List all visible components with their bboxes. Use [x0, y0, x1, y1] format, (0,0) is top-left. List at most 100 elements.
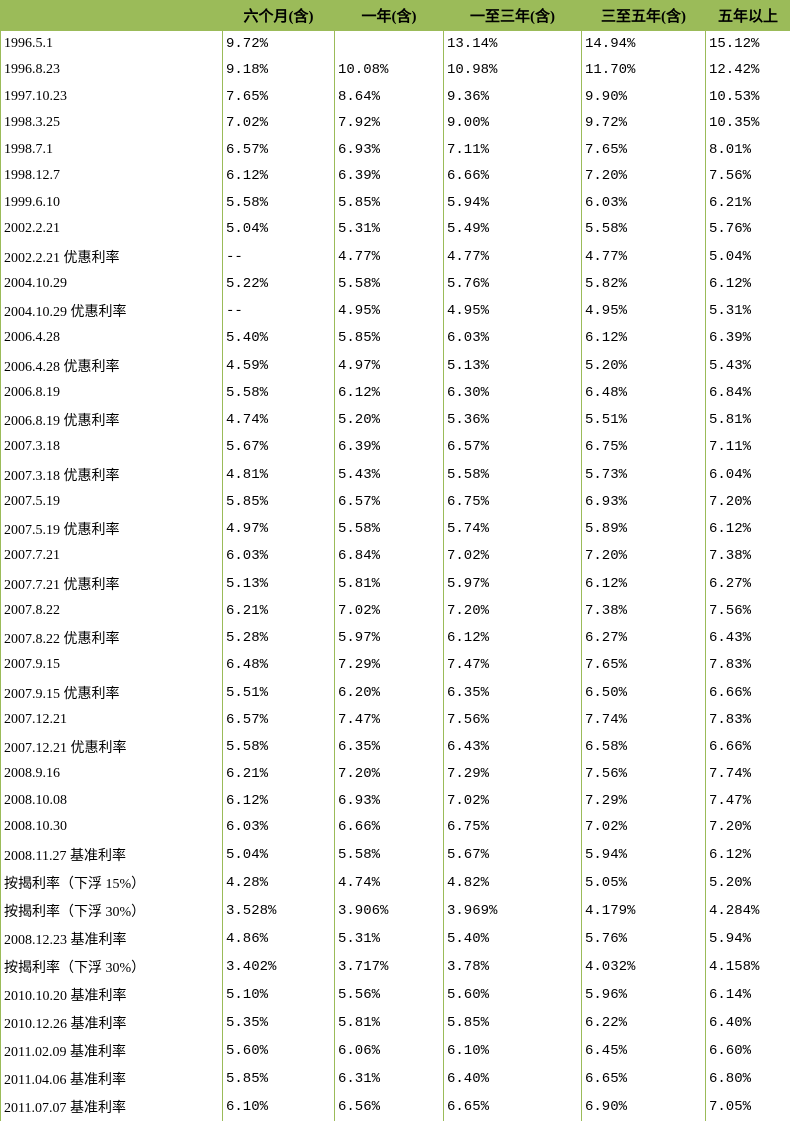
row-label: 2007.7.21 — [1, 543, 223, 570]
rate-cell: 6.48% — [582, 380, 706, 407]
rate-cell: 3.402% — [223, 953, 335, 981]
table-row: 2007.8.22 优惠利率5.28%5.97%6.12%6.27%6.43% — [1, 624, 790, 652]
rate-cell: 6.57% — [335, 489, 444, 516]
table-row: 2007.9.15 优惠利率5.51%6.20%6.35%6.50%6.66% — [1, 679, 790, 707]
rate-cell: 4.284% — [706, 897, 790, 925]
rate-cell: 5.85% — [335, 325, 444, 352]
rate-cell: 5.67% — [444, 841, 582, 869]
rate-cell: 4.74% — [223, 406, 335, 434]
table-row: 2007.3.185.67%6.39%6.57%6.75%7.11% — [1, 434, 790, 461]
table-row: 1996.5.19.72%13.14%14.94%15.12% — [1, 31, 790, 58]
rate-cell: 9.90% — [582, 84, 706, 111]
rate-cell: 5.89% — [582, 515, 706, 543]
table-row: 2011.07.07 基准利率6.10%6.56%6.65%6.90%7.05% — [1, 1093, 790, 1121]
rate-cell: 6.12% — [335, 380, 444, 407]
row-label: 按揭利率（下浮 30%） — [1, 897, 223, 925]
rate-cell: 9.72% — [582, 110, 706, 137]
rate-cell: 6.93% — [582, 489, 706, 516]
rate-cell: 5.56% — [335, 981, 444, 1009]
rate-cell: 5.28% — [223, 624, 335, 652]
rate-cell: 6.27% — [706, 570, 790, 598]
rate-cell: 9.72% — [223, 31, 335, 58]
row-label: 2011.07.07 基准利率 — [1, 1093, 223, 1121]
table-row: 2006.8.195.58%6.12%6.30%6.48%6.84% — [1, 380, 790, 407]
rate-cell: 9.18% — [223, 57, 335, 84]
rate-cell: 6.65% — [582, 1065, 706, 1093]
row-label: 2007.12.21 优惠利率 — [1, 733, 223, 761]
col-header-4: 三至五年(含) — [582, 1, 706, 31]
rate-cell: 5.76% — [582, 925, 706, 953]
table-row: 2007.8.226.21%7.02%7.20%7.38%7.56% — [1, 598, 790, 625]
interest-rate-table: 六个月(含)一年(含)一至三年(含)三至五年(含)五年以上 1996.5.19.… — [0, 0, 790, 1121]
rate-cell: 7.29% — [582, 788, 706, 815]
rate-cell: 6.60% — [706, 1037, 790, 1065]
row-label: 2006.8.19 — [1, 380, 223, 407]
row-label: 2007.7.21 优惠利率 — [1, 570, 223, 598]
rate-cell: 5.04% — [223, 841, 335, 869]
rate-cell: 4.74% — [335, 869, 444, 897]
rate-cell: 7.65% — [582, 652, 706, 679]
rate-cell: 6.84% — [335, 543, 444, 570]
table-row: 2011.02.09 基准利率5.60%6.06%6.10%6.45%6.60% — [1, 1037, 790, 1065]
rate-cell: 7.38% — [706, 543, 790, 570]
rate-cell: 5.85% — [335, 190, 444, 217]
rate-cell: 6.12% — [706, 841, 790, 869]
rate-cell: 7.20% — [444, 598, 582, 625]
rate-cell: 5.58% — [223, 733, 335, 761]
rate-cell: 6.21% — [706, 190, 790, 217]
row-label: 2006.4.28 优惠利率 — [1, 352, 223, 380]
rate-cell: 5.20% — [706, 869, 790, 897]
rate-cell: 8.64% — [335, 84, 444, 111]
table-row: 2007.12.21 优惠利率5.58%6.35%6.43%6.58%6.66% — [1, 733, 790, 761]
rate-cell: 5.31% — [335, 925, 444, 953]
rate-cell: 7.56% — [444, 707, 582, 734]
rate-cell: 7.38% — [582, 598, 706, 625]
rate-cell: 6.21% — [223, 598, 335, 625]
rate-cell: 5.94% — [706, 925, 790, 953]
rate-cell: 6.14% — [706, 981, 790, 1009]
col-header-3: 一至三年(含) — [444, 1, 582, 31]
rate-cell: 7.20% — [706, 814, 790, 841]
row-label: 2007.9.15 优惠利率 — [1, 679, 223, 707]
rate-cell: 9.36% — [444, 84, 582, 111]
rate-cell: 7.29% — [444, 761, 582, 788]
rate-cell: 7.05% — [706, 1093, 790, 1121]
rate-cell: 6.57% — [223, 707, 335, 734]
table-body: 1996.5.19.72%13.14%14.94%15.12%1996.8.23… — [1, 31, 790, 1121]
row-label: 2010.10.20 基准利率 — [1, 981, 223, 1009]
table-row: 2011.04.06 基准利率5.85%6.31%6.40%6.65%6.80% — [1, 1065, 790, 1093]
rate-cell: 6.03% — [223, 543, 335, 570]
rate-cell: 3.78% — [444, 953, 582, 981]
rate-cell: 5.76% — [444, 271, 582, 298]
row-label: 2007.5.19 优惠利率 — [1, 515, 223, 543]
rate-cell: 6.22% — [582, 1009, 706, 1037]
rate-cell: 6.65% — [444, 1093, 582, 1121]
rate-cell: 7.29% — [335, 652, 444, 679]
rate-cell: 7.47% — [444, 652, 582, 679]
rate-cell: 6.66% — [335, 814, 444, 841]
rate-cell: 6.39% — [335, 163, 444, 190]
table-header: 六个月(含)一年(含)一至三年(含)三至五年(含)五年以上 — [1, 1, 790, 31]
rate-cell: 6.12% — [582, 325, 706, 352]
rate-cell: 6.21% — [223, 761, 335, 788]
rate-cell: 6.93% — [335, 788, 444, 815]
rate-cell: 7.02% — [444, 543, 582, 570]
rate-cell: 5.05% — [582, 869, 706, 897]
rate-cell: 7.47% — [706, 788, 790, 815]
row-label: 2004.10.29 — [1, 271, 223, 298]
row-label: 2011.02.09 基准利率 — [1, 1037, 223, 1065]
rate-cell: 5.60% — [223, 1037, 335, 1065]
table-row: 按揭利率（下浮 30%）3.402%3.717%3.78%4.032%4.158… — [1, 953, 790, 981]
rate-cell: 5.58% — [582, 216, 706, 243]
rate-cell: 6.04% — [706, 461, 790, 489]
rate-cell: 7.20% — [582, 163, 706, 190]
table-row: 2002.2.215.04%5.31%5.49%5.58%5.76% — [1, 216, 790, 243]
rate-cell: 7.56% — [706, 598, 790, 625]
rate-cell: 4.59% — [223, 352, 335, 380]
table-row: 2010.12.26 基准利率5.35%5.81%5.85%6.22%6.40% — [1, 1009, 790, 1037]
row-label: 1996.5.1 — [1, 31, 223, 58]
rate-cell: 4.28% — [223, 869, 335, 897]
rate-cell: 10.98% — [444, 57, 582, 84]
rate-cell: 6.10% — [444, 1037, 582, 1065]
table-row: 2007.7.216.03%6.84%7.02%7.20%7.38% — [1, 543, 790, 570]
